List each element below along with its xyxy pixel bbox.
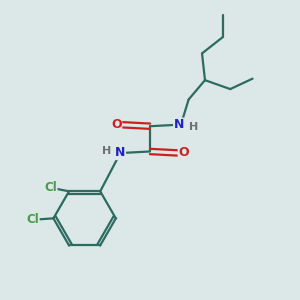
Text: N: N	[174, 118, 184, 131]
Text: H: H	[102, 146, 112, 157]
Text: O: O	[178, 146, 189, 160]
Text: Cl: Cl	[26, 213, 39, 226]
Text: N: N	[115, 146, 125, 160]
Text: H: H	[189, 122, 198, 132]
Text: Cl: Cl	[44, 181, 57, 194]
Text: O: O	[111, 118, 122, 131]
